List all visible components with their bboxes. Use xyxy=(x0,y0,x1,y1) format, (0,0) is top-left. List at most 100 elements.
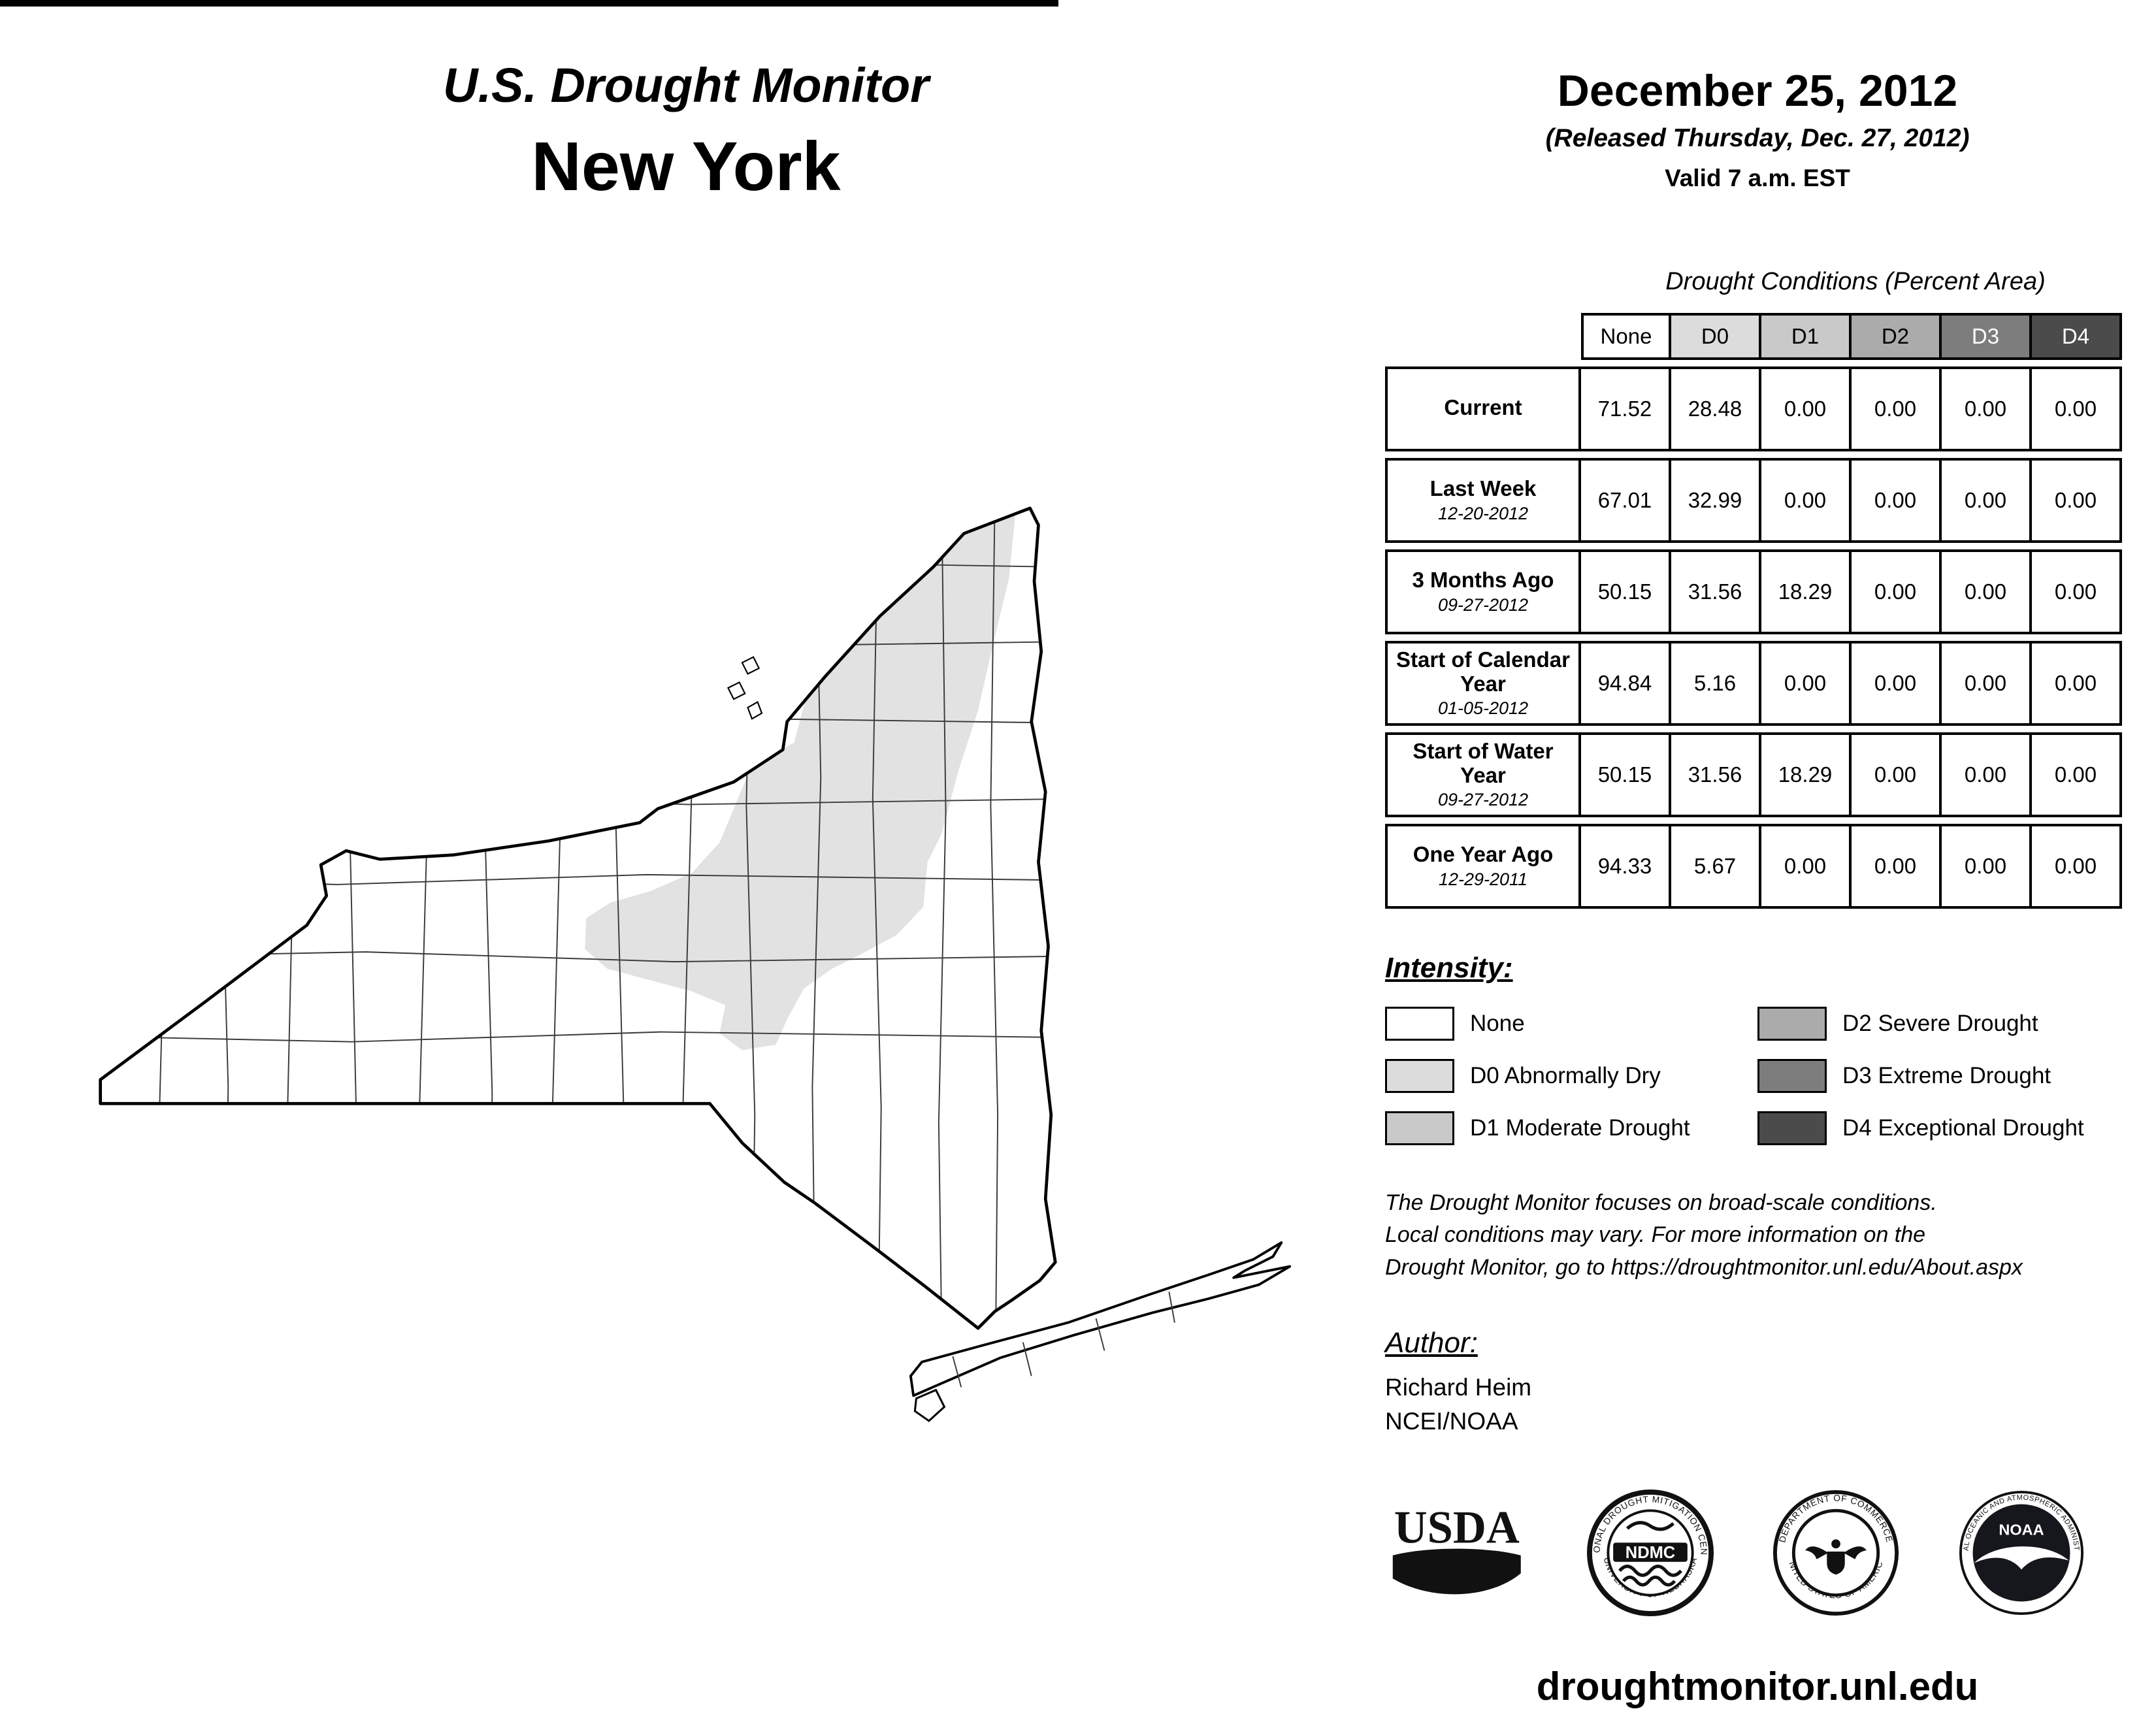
row-label-cell: Current xyxy=(1385,366,1581,451)
region-title: New York xyxy=(531,128,841,205)
usda-logo-text: USDA xyxy=(1394,1502,1520,1553)
row-date: 12-29-2011 xyxy=(1438,869,1528,889)
valid-time: Valid 7 a.m. EST xyxy=(1665,165,1850,191)
value-cell: 0.00 xyxy=(2032,549,2122,634)
legend-label: D3 Extreme Drought xyxy=(1842,1063,2051,1088)
row-date: 09-27-2012 xyxy=(1437,790,1529,810)
value-cell: 0.00 xyxy=(1852,824,1942,909)
legend-swatch-d2 xyxy=(1757,1007,1827,1041)
column-header-d4: D4 xyxy=(2032,313,2122,360)
legend-label: None xyxy=(1470,1011,1525,1036)
report-title: U.S. Drought Monitor New York xyxy=(196,57,1176,206)
row-label: Current xyxy=(1444,395,1522,419)
value-cell: 31.56 xyxy=(1671,732,1761,817)
state-outline xyxy=(99,506,1057,1330)
value-cell: 0.00 xyxy=(1761,366,1852,451)
disclaimer-line: Local conditions may vary. For more info… xyxy=(1385,1222,1926,1248)
table-row-one-year-ago: One Year Ago 12-29-2011 94.33 5.67 0.00 … xyxy=(1385,824,2122,909)
value-cell: 50.15 xyxy=(1581,732,1671,817)
row-date: 12-20-2012 xyxy=(1437,503,1529,523)
ndmc-logo-text: NDMC xyxy=(1625,1544,1674,1562)
date-block: December 25, 2012 (Released Thursday, De… xyxy=(1385,65,2130,192)
row-label-cell: One Year Ago 12-29-2011 xyxy=(1385,824,1581,909)
legend-item-d2: D2 Severe Drought xyxy=(1757,1007,2130,1041)
map-svg xyxy=(99,506,1292,1422)
column-header-d0: D0 xyxy=(1671,313,1761,360)
value-cell: 94.84 xyxy=(1581,641,1671,726)
legend-swatch-d0 xyxy=(1385,1059,1454,1093)
author-name: Richard Heim xyxy=(1385,1373,1532,1401)
column-header-d3: D3 xyxy=(1942,313,2032,360)
row-label: Start of Water Year xyxy=(1413,738,1554,787)
noaa-seagull-icon xyxy=(1973,1546,2069,1570)
value-cell: 32.99 xyxy=(1671,458,1761,543)
legend-swatch-d3 xyxy=(1757,1059,1827,1093)
value-cell: 0.00 xyxy=(1761,641,1852,726)
value-cell: 71.52 xyxy=(1581,366,1671,451)
long-island xyxy=(909,1241,1292,1397)
row-label-cell: Start of Water Year 09-27-2012 xyxy=(1385,732,1581,817)
legend-label: D0 Abnormally Dry xyxy=(1470,1063,1661,1088)
table-row-start-water-year: Start of Water Year 09-27-2012 50.15 31.… xyxy=(1385,732,2122,817)
legend-swatch-d1 xyxy=(1385,1111,1454,1145)
legend-swatch-none xyxy=(1385,1007,1454,1041)
legend-label: D1 Moderate Drought xyxy=(1470,1115,1690,1141)
usda-logo: USDA xyxy=(1385,1489,1529,1617)
stats-column: December 25, 2012 (Released Thursday, De… xyxy=(1385,65,2130,1709)
value-cell: 18.29 xyxy=(1761,732,1852,817)
legend-label: D2 Severe Drought xyxy=(1842,1011,2038,1036)
conditions-caption: Drought Conditions (Percent Area) xyxy=(1665,268,2046,295)
value-cell: 0.00 xyxy=(1942,824,2032,909)
value-cell: 50.15 xyxy=(1581,549,1671,634)
intensity-title: Intensity: xyxy=(1385,952,1513,984)
row-date: 09-27-2012 xyxy=(1437,594,1529,615)
new-york-drought-map xyxy=(85,496,1307,1424)
value-cell: 0.00 xyxy=(1852,732,1942,817)
table-row-last-week: Last Week 12-20-2012 67.01 32.99 0.00 0.… xyxy=(1385,458,2122,543)
value-cell: 0.00 xyxy=(1852,549,1942,634)
column-header-d1: D1 xyxy=(1761,313,1852,360)
drought-conditions-table: None D0 D1 D2 D3 D4 Current 71.52 28.48 … xyxy=(1385,306,2122,915)
disclaimer: The Drought Monitor focuses on broad-sca… xyxy=(1385,1187,2130,1284)
usda-swoosh xyxy=(1392,1548,1521,1595)
d0-shaded-region xyxy=(585,508,1018,1050)
column-header-none: None xyxy=(1581,313,1671,360)
value-cell: 0.00 xyxy=(2032,732,2122,817)
value-cell: 0.00 xyxy=(2032,641,2122,726)
legend-swatch-d4 xyxy=(1757,1111,1827,1145)
legend-item-d1: D1 Moderate Drought xyxy=(1385,1111,1757,1145)
value-cell: 0.00 xyxy=(1852,641,1942,726)
program-title: U.S. Drought Monitor xyxy=(443,58,929,112)
value-cell: 5.16 xyxy=(1671,641,1761,726)
value-cell: 0.00 xyxy=(1942,366,2032,451)
legend-label: D4 Exceptional Drought xyxy=(1842,1115,2084,1141)
noaa-logo: NATIONAL OCEANIC AND ATMOSPHERIC ADMINIS… xyxy=(1957,1489,2085,1617)
row-label-cell: Last Week 12-20-2012 xyxy=(1385,458,1581,543)
author-title: Author: xyxy=(1385,1326,1478,1359)
value-cell: 0.00 xyxy=(1942,458,2032,543)
value-cell: 31.56 xyxy=(1671,549,1761,634)
intensity-legend: None D0 Abnormally Dry D1 Moderate Droug… xyxy=(1385,1007,2130,1145)
author-block: Author: Richard Heim NCEI/NOAA xyxy=(1385,1327,2130,1435)
released-date: (Released Thursday, Dec. 27, 2012) xyxy=(1545,124,1970,152)
value-cell: 0.00 xyxy=(2032,458,2122,543)
legend-item-d4: D4 Exceptional Drought xyxy=(1757,1111,2130,1145)
table-corner-cell xyxy=(1385,313,1581,360)
footer-url: droughtmonitor.unl.edu xyxy=(1536,1664,1979,1708)
legend-item-none: None xyxy=(1385,1007,1757,1041)
agency-logos: USDA NATIONAL DROUGHT MITIGATION CENTER … xyxy=(1385,1489,2130,1617)
long-island-county-lines xyxy=(952,1292,1175,1388)
legend-item-d3: D3 Extreme Drought xyxy=(1757,1059,2130,1093)
row-label: One Year Ago xyxy=(1413,842,1554,867)
commerce-eagle-emblem xyxy=(1805,1539,1867,1575)
value-cell: 0.00 xyxy=(1942,641,2032,726)
value-cell: 28.48 xyxy=(1671,366,1761,451)
table-row-start-calendar-year: Start of Calendar Year 01-05-2012 94.84 … xyxy=(1385,641,2122,726)
column-header-d2: D2 xyxy=(1852,313,1942,360)
value-cell: 67.01 xyxy=(1581,458,1671,543)
table-header-row: None D0 D1 D2 D3 D4 xyxy=(1385,313,2122,360)
row-label: Last Week xyxy=(1429,476,1537,501)
ndmc-logo: NATIONAL DROUGHT MITIGATION CENTER UNIVE… xyxy=(1586,1489,1714,1617)
lake-islands xyxy=(727,656,763,720)
ndmc-cloud-icon xyxy=(1625,1521,1674,1531)
